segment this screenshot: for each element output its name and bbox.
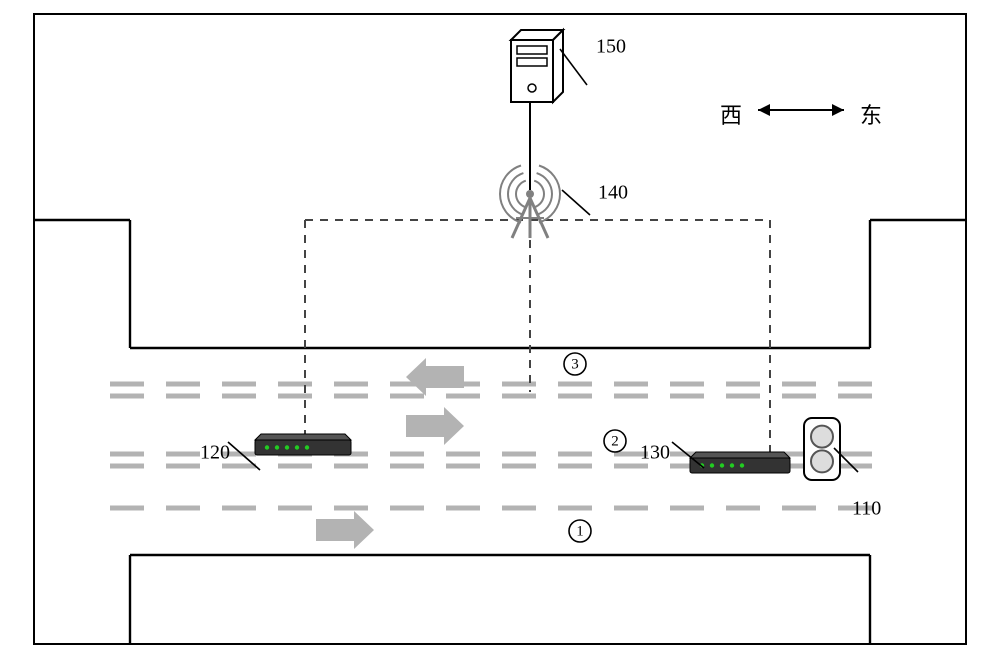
svg-text:2: 2 xyxy=(611,433,619,449)
svg-text:3: 3 xyxy=(571,356,579,372)
ref-number-label: 140 xyxy=(598,182,628,204)
svg-text:1: 1 xyxy=(576,523,584,539)
roadside-unit-east-icon xyxy=(690,452,790,473)
ref-number-label: 110 xyxy=(852,498,881,520)
diagram-svg: 1 2 3 150 140 120 130 110 西 东 xyxy=(0,0,1000,663)
compass-west-label: 西 xyxy=(720,103,742,128)
compass-east-label: 东 xyxy=(860,103,882,128)
server-icon xyxy=(511,30,563,102)
roadside-unit-west-icon xyxy=(255,434,351,455)
diagram-stage: 1 2 3 150 140 120 130 110 西 东 xyxy=(0,0,1000,663)
ref-number-label: 120 xyxy=(200,442,230,464)
ref-number-label: 150 xyxy=(596,36,626,58)
ref-number-label: 130 xyxy=(640,442,670,464)
